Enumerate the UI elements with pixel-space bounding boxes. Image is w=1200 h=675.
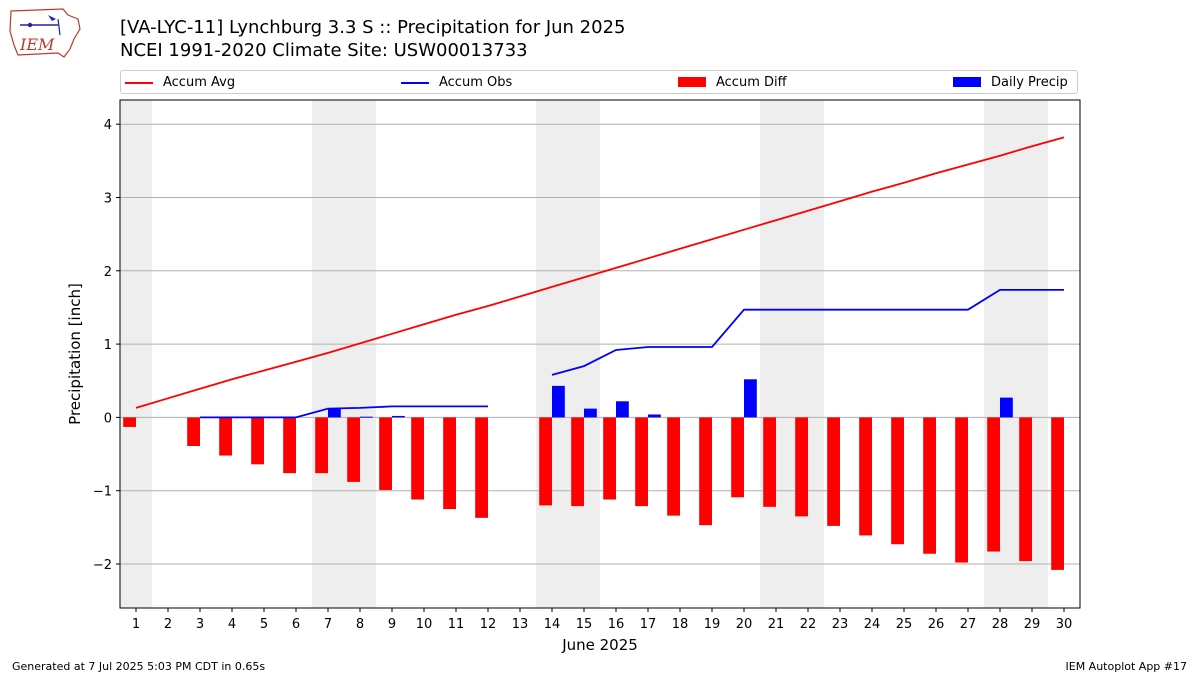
- y-axis-label: Precipitation [inch]: [66, 283, 84, 425]
- y-tick-label: 4: [104, 118, 112, 133]
- accum-diff-bar: [411, 417, 424, 500]
- accum-diff-bar: [1019, 417, 1032, 562]
- x-tick-label: 9: [388, 617, 396, 632]
- accum-diff-bar: [251, 417, 264, 465]
- legend-swatch-accum-avg: [125, 82, 153, 84]
- chart-title: [VA-LYC-11] Lynchburg 3.3 S :: Precipita…: [120, 17, 626, 38]
- accum-diff-bar: [635, 417, 648, 507]
- accum-diff-bar: [379, 417, 392, 490]
- x-tick-label: 21: [768, 617, 785, 632]
- daily-precip-bar: [744, 379, 757, 418]
- x-tick-label: 7: [324, 617, 332, 632]
- x-tick-label: 24: [864, 617, 881, 632]
- accum-diff-bar: [315, 417, 328, 474]
- x-tick-label: 8: [356, 617, 364, 632]
- legend-label-accum-obs: Accum Obs: [439, 75, 513, 90]
- x-tick-label: 23: [832, 617, 849, 632]
- accum-diff-bar: [475, 417, 488, 518]
- x-tick-label: 29: [1024, 617, 1041, 632]
- x-tick-label: 30: [1056, 617, 1073, 632]
- x-tick-label: 10: [416, 617, 433, 632]
- accum-diff-bar: [187, 417, 200, 446]
- y-tick-label: −2: [93, 558, 112, 573]
- accum-diff-bar: [667, 417, 680, 516]
- x-tick-label: 27: [960, 617, 977, 632]
- daily-precip-bar: [328, 408, 341, 418]
- accum-diff-bar: [891, 417, 904, 545]
- accum-diff-bar: [699, 417, 712, 526]
- accum-obs-line: [551, 288, 1064, 376]
- daily-precip-bar: [584, 408, 597, 418]
- daily-precip-bar: [616, 401, 629, 418]
- weekend-shade: [536, 100, 600, 608]
- y-tick-label: 3: [104, 191, 112, 206]
- x-axis-label: June 2025: [561, 636, 638, 654]
- x-tick-label: 22: [800, 617, 817, 632]
- app-credit: IEM Autoplot App #17: [1065, 660, 1188, 673]
- x-tick-label: 20: [736, 617, 753, 632]
- accum-diff-bar: [1051, 417, 1064, 570]
- x-tick-label: 15: [576, 617, 593, 632]
- legend-swatch-accum-obs: [401, 82, 429, 84]
- x-tick-label: 2: [164, 617, 172, 632]
- weekend-shade: [760, 100, 824, 608]
- daily-precip-bar: [392, 415, 405, 418]
- accum-diff-bar: [795, 417, 808, 517]
- accum-avg-line: [135, 136, 1065, 409]
- legend-swatch-accum-diff: [678, 77, 706, 87]
- x-tick-label: 11: [448, 617, 465, 632]
- x-tick-label: 25: [896, 617, 913, 632]
- plot-frame: [119, 99, 1081, 609]
- accum-diff-bar: [443, 417, 456, 510]
- x-tick-label: 26: [928, 617, 945, 632]
- accum-diff-bar: [603, 417, 616, 500]
- legend-label-daily-precip: Daily Precip: [991, 75, 1068, 90]
- x-tick-label: 4: [228, 617, 236, 632]
- y-tick-label: −1: [93, 485, 112, 500]
- accum-diff-bar: [859, 417, 872, 536]
- legend-label-accum-diff: Accum Diff: [716, 75, 787, 90]
- svg-text:IEM: IEM: [19, 35, 55, 54]
- accum-diff-bar: [571, 417, 584, 507]
- accum-diff-bar: [219, 417, 232, 456]
- legend: Accum Avg Accum Obs Accum Diff Daily Pre…: [120, 70, 1078, 94]
- x-tick-label: 3: [196, 617, 204, 632]
- accum-diff-bar: [763, 417, 776, 507]
- accum-diff-bar: [123, 417, 136, 427]
- daily-precip-bar: [552, 385, 565, 418]
- x-tick-label: 6: [292, 617, 300, 632]
- y-tick-label: 0: [104, 411, 112, 426]
- x-tick-label: 1: [132, 617, 140, 632]
- iem-logo: IEM: [9, 8, 81, 58]
- accum-obs-line: [200, 405, 488, 419]
- accum-diff-bar: [347, 417, 360, 482]
- daily-precip-bar: [1000, 397, 1013, 418]
- y-tick-label: 1: [104, 338, 112, 353]
- accum-diff-bar: [827, 417, 840, 526]
- accum-diff-bar: [955, 417, 968, 563]
- x-tick-label: 13: [512, 617, 529, 632]
- x-tick-label: 16: [608, 617, 625, 632]
- accum-diff-bar: [539, 417, 552, 506]
- x-tick-label: 5: [260, 617, 268, 632]
- generated-note: Generated at 7 Jul 2025 5:03 PM CDT in 0…: [12, 660, 266, 673]
- accum-diff-bar: [731, 417, 744, 498]
- weekend-shade: [120, 100, 152, 608]
- y-tick-label: 2: [104, 265, 112, 280]
- x-tick-label: 18: [672, 617, 689, 632]
- x-tick-label: 28: [992, 617, 1009, 632]
- daily-precip-bar: [360, 416, 373, 418]
- legend-label-accum-avg: Accum Avg: [163, 75, 236, 90]
- x-tick-label: 17: [640, 617, 657, 632]
- daily-precip-bar: [648, 414, 661, 418]
- x-tick-label: 12: [480, 617, 497, 632]
- accum-diff-bar: [987, 417, 1000, 552]
- chart-subtitle: NCEI 1991-2020 Climate Site: USW00013733: [120, 40, 528, 61]
- x-tick-label: 19: [704, 617, 721, 632]
- x-tick-label: 14: [544, 617, 561, 632]
- accum-diff-bar: [923, 417, 936, 554]
- accum-diff-bar: [283, 417, 296, 474]
- legend-swatch-daily-precip: [953, 77, 981, 87]
